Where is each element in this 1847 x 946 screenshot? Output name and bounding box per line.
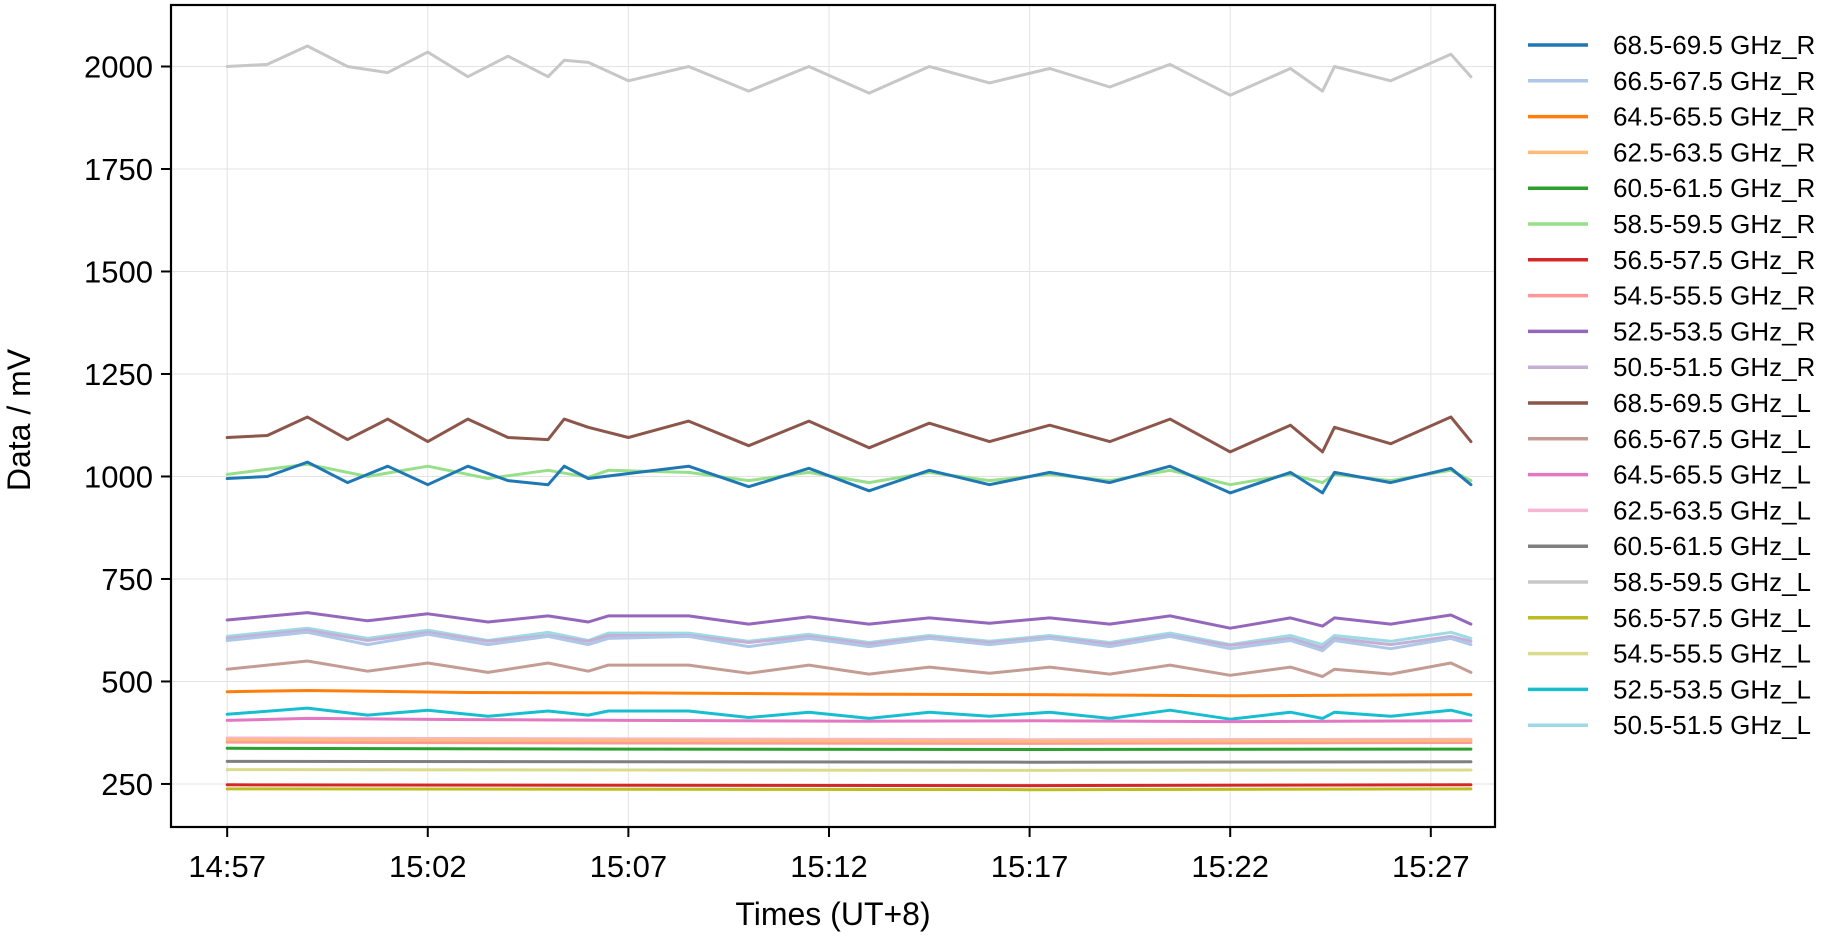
y-tick-label: 1500 xyxy=(84,254,153,289)
legend-label: 66.5-67.5 GHz_L xyxy=(1613,424,1811,454)
x-tick-label: 15:12 xyxy=(790,849,868,884)
series-line-16 xyxy=(225,787,1473,792)
legend-label: 56.5-57.5 GHz_L xyxy=(1613,603,1811,633)
y-tick-label: 1750 xyxy=(84,152,153,187)
legend-label: 54.5-55.5 GHz_R xyxy=(1613,281,1815,311)
series-line-3 xyxy=(225,738,1473,743)
legend-label: 54.5-55.5 GHz_L xyxy=(1613,639,1811,669)
series-line-7 xyxy=(225,740,1473,745)
series-line-15 xyxy=(225,44,1473,97)
plot-frame xyxy=(169,3,1497,829)
legend-label: 64.5-65.5 GHz_R xyxy=(1613,102,1815,132)
series-line-9 xyxy=(225,628,1473,650)
x-tick-label: 15:17 xyxy=(991,849,1069,884)
grid xyxy=(171,5,1495,827)
series-line-6 xyxy=(225,783,1473,788)
x-tick-label: 15:07 xyxy=(590,849,668,884)
series-line-2 xyxy=(225,689,1473,698)
series-line-5 xyxy=(225,462,1473,487)
legend-label: 68.5-69.5 GHz_L xyxy=(1613,388,1811,418)
series-line-10 xyxy=(225,415,1473,454)
y-tick-label: 2000 xyxy=(84,49,153,84)
series-line-11 xyxy=(225,659,1473,678)
legend-label: 52.5-53.5 GHz_R xyxy=(1613,316,1815,346)
y-tick-label: 250 xyxy=(101,767,153,802)
series-line-18 xyxy=(225,706,1473,721)
legend-label: 68.5-69.5 GHz_R xyxy=(1613,30,1815,60)
series-line-17 xyxy=(225,768,1473,772)
series-line-8 xyxy=(225,611,1473,630)
y-tick-label: 1250 xyxy=(84,357,153,392)
series-line-0 xyxy=(225,460,1473,495)
legend-label: 62.5-63.5 GHz_L xyxy=(1613,495,1811,525)
legend-label: 62.5-63.5 GHz_R xyxy=(1613,137,1815,167)
series-line-1 xyxy=(225,630,1473,653)
legend-label: 60.5-61.5 GHz_R xyxy=(1613,173,1815,203)
x-axis: 14:57 15:02 15:07 15:12 15:17 15:22 15:27 xyxy=(188,827,1470,884)
x-tick-label: 15:27 xyxy=(1392,849,1470,884)
legend-label: 66.5-67.5 GHz_R xyxy=(1613,66,1815,96)
series-lines xyxy=(225,44,1473,792)
x-tick-label: 15:02 xyxy=(389,849,467,884)
legend-label: 56.5-57.5 GHz_R xyxy=(1613,245,1815,275)
legend: 68.5-69.5 GHz_R 66.5-67.5 GHz_R 64.5-65.5 … xyxy=(1528,30,1815,740)
x-tick-label: 14:57 xyxy=(188,849,266,884)
legend-label: 50.5-51.5 GHz_R xyxy=(1613,352,1815,382)
legend-label: 64.5-65.5 GHz_L xyxy=(1613,460,1811,490)
legend-label: 50.5-51.5 GHz_L xyxy=(1613,710,1811,740)
legend-label: 60.5-61.5 GHz_L xyxy=(1613,531,1811,561)
series-line-14 xyxy=(225,759,1473,764)
series-line-4 xyxy=(225,746,1473,751)
y-axis: 250 500 750 1000 1250 1500 1750 2000 xyxy=(84,49,171,802)
y-axis-title: Data / mV xyxy=(1,348,37,491)
series-line-12 xyxy=(225,716,1473,724)
y-tick-label: 750 xyxy=(101,562,153,597)
x-tick-label: 15:22 xyxy=(1191,849,1269,884)
x-axis-title: Times (UT+8) xyxy=(735,896,930,932)
legend-label: 52.5-53.5 GHz_L xyxy=(1613,674,1811,704)
y-tick-label: 1000 xyxy=(84,459,153,494)
legend-label: 58.5-59.5 GHz_R xyxy=(1613,209,1815,239)
legend-label: 58.5-59.5 GHz_L xyxy=(1613,567,1811,597)
y-tick-label: 500 xyxy=(101,664,153,699)
